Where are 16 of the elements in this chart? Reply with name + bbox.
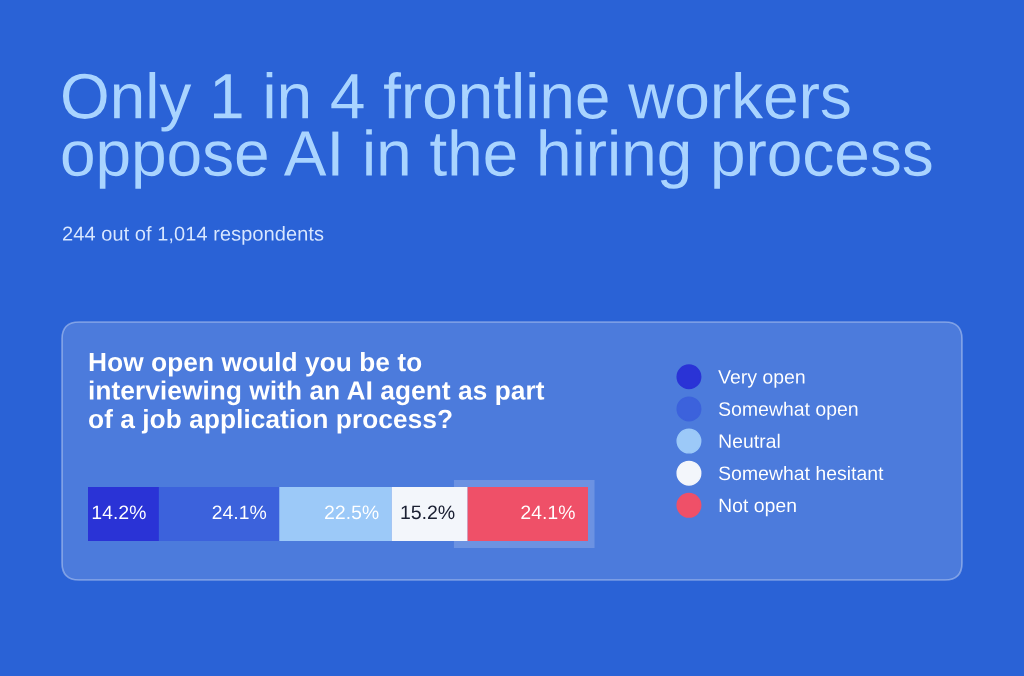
bar <box>158 487 280 541</box>
chart-subtitle: 244 out of 1,014 respondents <box>63 226 324 245</box>
data-label: 14.2% <box>92 505 146 520</box>
text: How open would you be to interviewing with an AI agent as part of a job application process? <box>89 352 545 434</box>
legend-label: Not open <box>719 498 796 517</box>
bar <box>88 487 159 541</box>
data-label: 24.1% <box>212 505 267 520</box>
data-label: 24.1% <box>521 505 575 520</box>
legend-label: Very open <box>718 370 805 388</box>
data-label: 15.2% <box>401 505 455 520</box>
chart-title: Only 1 in 4 frontline workers oppose AI in the hiring process <box>62 72 932 189</box>
bar <box>279 487 392 541</box>
legend-label: Somewhat hesitant <box>719 465 884 481</box>
legend-label: Somewhat open <box>719 401 858 420</box>
data-label: 22.5% <box>325 505 379 520</box>
legend-label: Neutral <box>719 433 780 449</box>
